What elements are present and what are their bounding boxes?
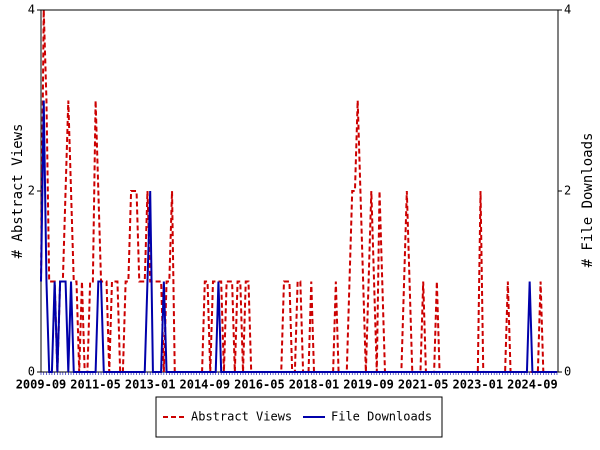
y2-tick-label: 4 xyxy=(564,3,571,17)
x-tick-label: 2016-05 xyxy=(234,378,285,392)
y2-tick-label: 0 xyxy=(564,365,571,379)
x-tick-label: 2021-05 xyxy=(398,378,449,392)
y2-axis-label: # File Downloads xyxy=(580,133,596,268)
y-tick-label: 2 xyxy=(28,184,35,198)
x-tick-label: 2019-09 xyxy=(343,378,394,392)
line-series xyxy=(40,100,557,373)
x-tick-label: 2018-01 xyxy=(289,378,340,392)
x-tick-label: 2014-09 xyxy=(180,378,231,392)
y2-tick-label: 2 xyxy=(564,184,571,198)
x-tick-label: 2011-05 xyxy=(70,378,121,392)
x-tick-label: 2023-01 xyxy=(453,378,504,392)
x-tick-label: 2013-01 xyxy=(125,378,176,392)
x-tick-label: 2009-09 xyxy=(16,378,67,392)
legend-label: File Downloads xyxy=(331,410,432,424)
x-tick-label: 2024-09 xyxy=(507,378,558,392)
y-axis-label: # Abstract Views xyxy=(10,124,26,259)
y-tick-label: 0 xyxy=(28,365,35,379)
plot-area xyxy=(40,9,559,373)
y-tick-label: 4 xyxy=(28,3,35,17)
legend-label: Abstract Views xyxy=(191,410,292,424)
legend xyxy=(155,396,443,438)
